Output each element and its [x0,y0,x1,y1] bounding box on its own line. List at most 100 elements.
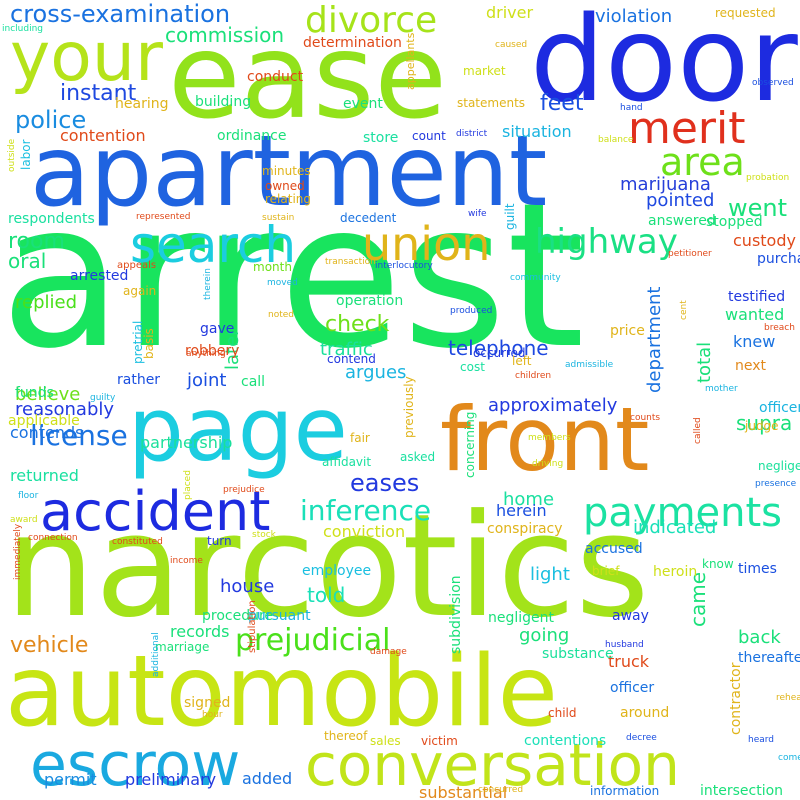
cloud-word: negligence [758,459,800,473]
cloud-word: wanted [725,305,784,324]
cloud-word: marriage [155,640,209,654]
cloud-word: members [528,433,571,443]
cloud-word: come [778,753,800,763]
cloud-word: area [660,140,745,184]
cloud-word: stipulation [247,600,258,653]
cloud-word: narcotics [5,484,649,649]
cloud-word: highway [535,222,678,262]
cloud-word: hand [620,103,643,113]
cloud-word: added [242,769,292,788]
cloud-word: told [307,583,345,607]
cloud-word: driving [532,459,563,469]
cloud-word: conviction [323,522,405,541]
cloud-word: observed [752,78,794,88]
cloud-word: caused [495,40,527,50]
cloud-word: substance [542,646,614,662]
cloud-word: event [343,96,383,112]
cloud-word: gave [200,321,234,337]
cloud-word: placed [183,470,193,500]
cloud-word: mother [705,384,738,394]
cloud-word: month [253,260,292,274]
cloud-word: connection [28,533,78,543]
cloud-word: respondents [8,211,95,227]
cloud-word: partnership [140,433,232,452]
cloud-word: judge [744,419,779,433]
cloud-word: fair [350,431,370,445]
cloud-word: preliminary [125,770,216,789]
cloud-word: testified [728,289,785,305]
cloud-word: payments [583,490,782,536]
cloud-word: going [519,625,569,646]
cloud-word: returned [10,466,79,485]
cloud-word: child [548,706,577,720]
cloud-word: including [2,24,43,34]
cloud-word: marijuana [620,174,711,195]
cloud-word: employee [302,563,371,579]
cloud-word: labor [19,139,33,170]
cloud-word: page [128,378,348,481]
cloud-word: know [702,557,734,571]
cloud-word: truck [608,652,650,671]
cloud-word: custody [733,231,796,250]
cloud-word: arrest [0,160,585,393]
cloud-word: ease [168,7,447,145]
cloud-word: instant [60,81,137,106]
cloud-word: petitioner [668,249,712,259]
cloud-word: damage [370,647,407,657]
cloud-word: your [10,18,163,97]
cloud-word: basis [142,328,156,359]
cloud-word: statements [457,96,525,110]
cloud-word: supra [736,411,792,435]
cloud-word: knew [733,332,775,351]
cloud-word: feet [540,91,584,116]
cloud-word: inference [300,494,431,527]
cloud-word: check [325,312,390,337]
cloud-word: wife [468,209,487,219]
cloud-word: rehearing [776,693,800,703]
cloud-word: house [220,576,274,597]
cloud-word: price [610,323,645,339]
cloud-word: cost [460,360,485,374]
cloud-word: eases [350,469,419,497]
cloud-word: hearing [115,96,168,112]
cloud-word: went [728,194,787,222]
cloud-word: previously [402,376,416,438]
cloud-word: building [195,94,251,110]
cloud-word: came [686,572,710,627]
cloud-word: income [170,556,203,566]
cloud-word: officer [610,680,654,696]
cloud-word: believe [15,384,80,405]
cloud-word: heroin [653,564,697,580]
cloud-word: transaction [325,257,376,267]
cloud-word: applicable [8,413,80,429]
cloud-word: traffic [320,339,373,360]
cloud-word: constituted [112,537,163,547]
cloud-word: police [15,106,86,134]
cloud-word: probation [746,173,789,183]
cloud-word: occurred [473,346,526,360]
cloud-word: intersection [700,783,783,799]
cloud-word: divorce [305,0,437,41]
cloud-word: argues [345,362,406,383]
cloud-word: answered [648,213,716,229]
cloud-word: turn [207,534,232,548]
cloud-word: conversation [305,731,680,799]
cloud-word: oral [8,249,46,273]
cloud-word: contractor [728,662,744,735]
cloud-word: children [515,371,551,381]
cloud-word: total [694,342,715,383]
cloud-word: produced [450,306,492,316]
cloud-word: represented [136,212,191,222]
cloud-word: guilty [90,393,116,403]
cloud-word: prejudicial [235,623,390,658]
cloud-word: additional [151,632,161,677]
cloud-word: times [738,561,777,577]
cloud-word: victim [421,734,458,748]
cloud-word: minutes [262,164,311,178]
cloud-word: purchased [757,251,800,267]
cloud-word: award [10,515,38,525]
cloud-word: concerning [463,412,477,478]
cloud-word: substantial [419,783,507,800]
cloud-word: accused [585,541,643,557]
cloud-word: sustain [262,213,294,223]
